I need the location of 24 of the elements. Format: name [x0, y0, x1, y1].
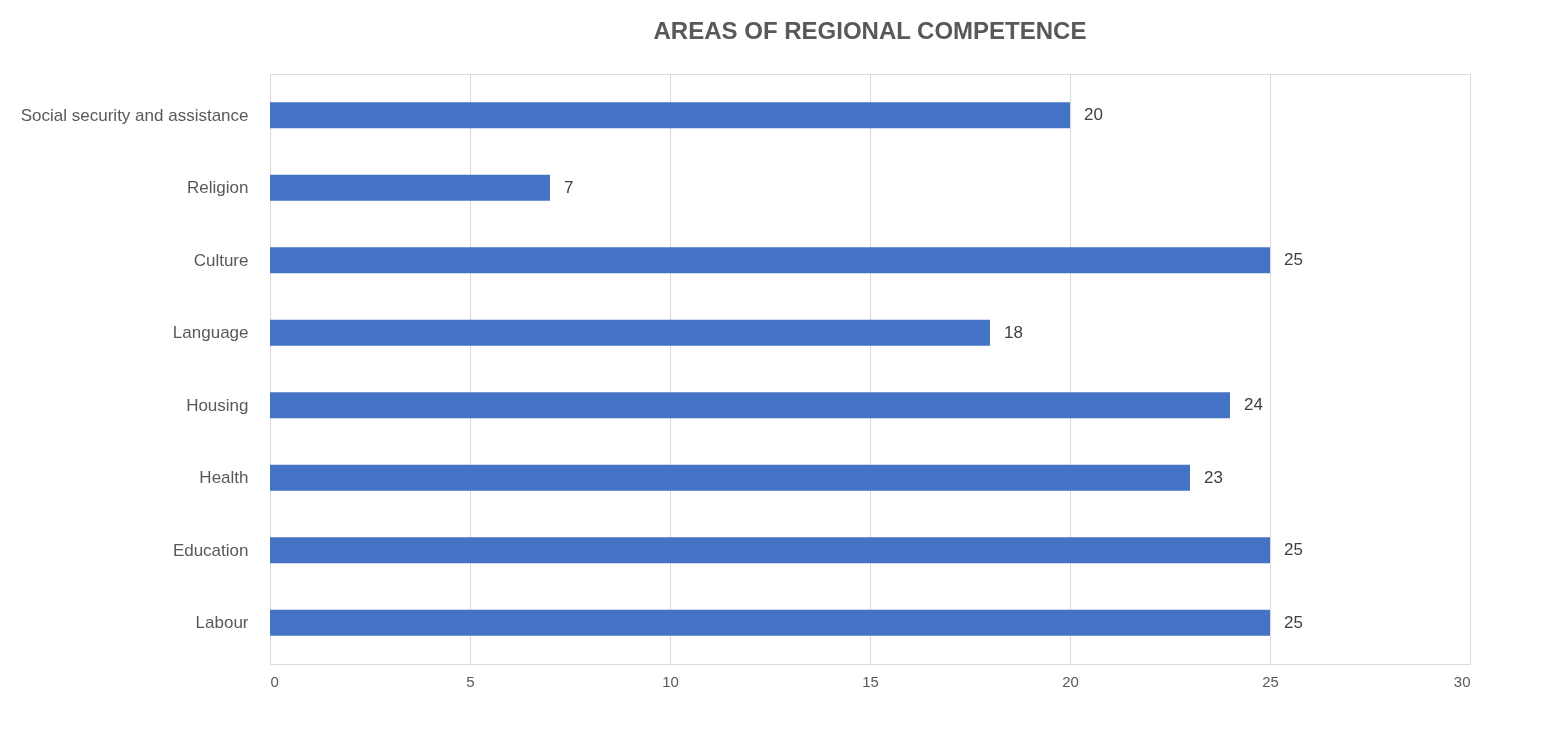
- y-tick-label: Religion: [187, 178, 249, 198]
- chart-title: AREAS OF REGIONAL COMPETENCE: [653, 17, 1087, 44]
- y-tick-label: Education: [172, 540, 249, 560]
- data-label: 25: [1284, 250, 1303, 270]
- x-tick-label: 15: [862, 672, 879, 690]
- data-label: 24: [1244, 395, 1263, 415]
- x-tick-label: 25: [1262, 672, 1279, 690]
- x-tick-label: 30: [1453, 672, 1471, 690]
- x-tick-label: 20: [1062, 672, 1079, 690]
- x-tick-label: 0: [270, 672, 279, 690]
- data-label: 20: [1084, 105, 1103, 125]
- y-tick-label: Labour: [195, 613, 249, 633]
- x-tick-label: 5: [466, 672, 475, 690]
- y-tick-label: Language: [172, 323, 249, 343]
- data-label: 25: [1284, 612, 1303, 632]
- data-label: 7: [564, 177, 574, 197]
- y-tick-label: Housing: [186, 395, 249, 415]
- data-label: 23: [1204, 467, 1223, 487]
- x-tick-label: 10: [662, 672, 679, 690]
- y-tick-label: Social security and assistance: [20, 105, 249, 125]
- data-label: 18: [1004, 322, 1023, 342]
- y-tick-label: Health: [199, 468, 249, 488]
- data-label: 25: [1284, 540, 1303, 560]
- y-tick-label: Culture: [193, 250, 249, 270]
